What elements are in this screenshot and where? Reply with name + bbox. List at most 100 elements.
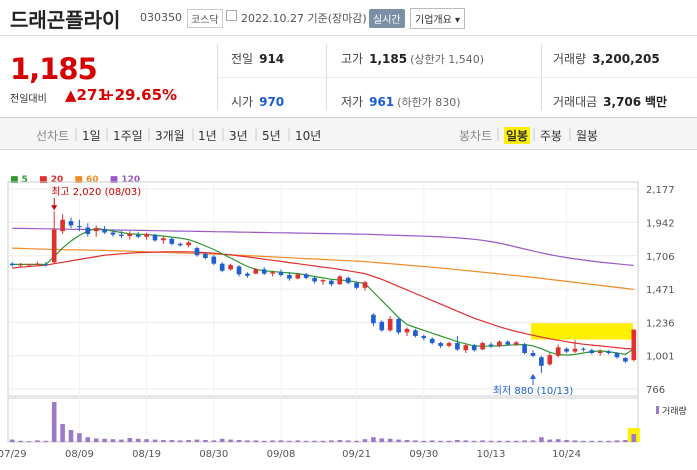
candle-body — [194, 248, 200, 256]
chart-tabs: 선차트 | 1일 | 1주일 | 3개월 | 1년 | 3년 | 5년 | 10… — [0, 118, 697, 150]
candle-body — [270, 272, 275, 274]
candle-body — [245, 273, 250, 276]
x-tick-label: 10/13 — [477, 449, 506, 460]
tab-10y[interactable]: 10년 — [295, 129, 322, 143]
volume-bar — [85, 437, 91, 442]
candle-body — [606, 351, 611, 353]
tab-1y[interactable]: 1년 — [198, 129, 217, 143]
tab-1w[interactable]: 1주일 — [113, 129, 143, 143]
volume-bar — [362, 439, 368, 442]
candle-body — [362, 282, 368, 288]
volume-bar — [93, 438, 99, 442]
volume-bar — [9, 439, 15, 442]
candle-body — [211, 256, 217, 264]
ma5-line — [12, 227, 635, 356]
volume-bar — [505, 440, 511, 442]
volume-bar — [68, 430, 74, 442]
tab-weekly[interactable]: 주봉 — [540, 129, 563, 143]
tab-1d[interactable]: 1일 — [82, 129, 101, 143]
legend-ma5: ■ 5 — [10, 175, 28, 185]
ma20-line — [12, 251, 634, 350]
candle-body — [18, 264, 23, 266]
change-value: ▲271 — [65, 86, 108, 104]
volume-bar — [169, 440, 175, 442]
base-date: 2022.10.27 기준(장마감) — [241, 12, 367, 25]
x-tick-label: 07/29 — [0, 449, 27, 460]
volume-bar — [35, 440, 40, 442]
y-tick-label: 1,942 — [646, 218, 675, 229]
ma-legend: ■ 5 ■ 20 ■ 60 ■ 120 — [10, 175, 148, 185]
candle-body — [413, 330, 418, 336]
volume-bar — [186, 440, 191, 442]
candle-body — [371, 314, 376, 324]
volume: 거래량 3,200,205 — [553, 52, 660, 66]
volume-bar — [522, 440, 527, 442]
volume-bar — [18, 440, 23, 442]
candle-body — [77, 226, 82, 228]
candle-body — [421, 335, 427, 339]
trade-amount: 거래대금 3,706 백만 — [553, 95, 668, 109]
volume-bar — [572, 440, 578, 442]
candle-body — [110, 232, 116, 235]
tab-monthly[interactable]: 월봉 — [576, 129, 599, 143]
max-arrow-head — [51, 205, 58, 211]
tab-5y[interactable]: 5년 — [262, 129, 281, 143]
x-tick-label: 08/30 — [199, 449, 228, 460]
ma60-line — [12, 247, 634, 291]
volume-bar — [245, 440, 250, 442]
volume-bar — [387, 438, 393, 442]
volume-legend-swatch — [656, 406, 659, 414]
calendar-icon — [226, 10, 237, 21]
candle-body — [102, 228, 107, 233]
high-price: 고가 1,185 (상한가 1,540) — [341, 52, 484, 66]
volume-bar — [480, 440, 485, 442]
y-tick-label: 1,236 — [646, 318, 675, 329]
volume-bar — [127, 438, 133, 442]
candle-body — [631, 329, 637, 361]
volume-bar — [320, 440, 326, 442]
volume-bar — [564, 440, 569, 442]
candle-body — [228, 265, 233, 270]
candle-body — [35, 263, 40, 265]
candle-body — [127, 233, 133, 237]
candle-body — [320, 279, 326, 282]
volume-bar — [446, 440, 452, 442]
candle-body — [169, 238, 175, 244]
volume-bar — [555, 439, 561, 442]
volume-bar — [471, 440, 477, 442]
volume-bar — [345, 440, 351, 442]
candle-body — [463, 345, 469, 351]
volume-bar — [194, 439, 200, 442]
candle-body — [93, 228, 99, 232]
market-badge: 코스닥 — [187, 9, 223, 28]
realtime-button[interactable]: 실시간 — [369, 9, 405, 28]
volume-bar — [547, 439, 553, 442]
volume-bar — [295, 440, 301, 442]
volume-bar — [77, 433, 82, 442]
candle-body — [43, 264, 49, 266]
tab-3y[interactable]: 3년 — [229, 129, 248, 143]
legend-ma60: ■ 60 — [74, 175, 99, 185]
company-info-button[interactable]: 기업개요 ▾ — [410, 8, 465, 29]
volume-bar — [219, 438, 225, 442]
volume-bar — [287, 440, 292, 442]
y-tick-label: 2,177 — [646, 185, 675, 196]
volume-bar — [421, 440, 427, 442]
candle-body — [295, 274, 301, 279]
volume-bar — [135, 438, 141, 442]
candle-body — [455, 343, 460, 350]
candle-body — [85, 227, 91, 234]
tab-daily[interactable]: 일봉 — [504, 127, 531, 144]
candle-body — [68, 221, 74, 226]
candle-body — [429, 338, 435, 344]
candle-body — [446, 343, 452, 346]
legend-ma20: ■ 20 — [39, 175, 64, 185]
tab-3m[interactable]: 3개월 — [155, 129, 185, 143]
candle-body — [261, 269, 267, 274]
volume-bar — [110, 439, 116, 442]
open-price: 시가 970 — [231, 95, 285, 109]
volume-bar — [312, 440, 317, 442]
y-tick-label: 1,471 — [646, 285, 675, 296]
volume-bar — [337, 440, 343, 442]
volume-bar — [539, 437, 544, 442]
